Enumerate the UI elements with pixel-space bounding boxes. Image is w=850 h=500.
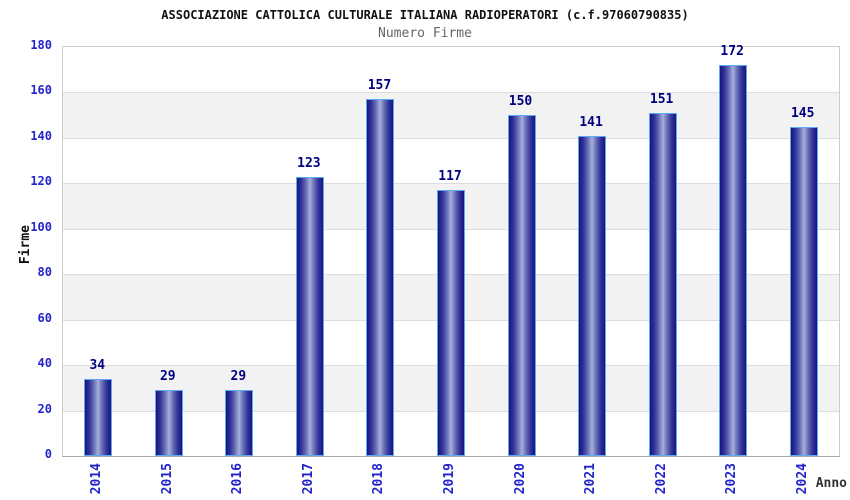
y-tick-label: 80 [37,265,52,280]
bar-value-label: 151 [649,91,674,107]
y-tick-label: 120 [30,174,52,189]
bar-2019 [437,190,465,456]
y-tick-label: 60 [37,310,52,325]
bar-value-label: 145 [790,105,815,121]
x-tick-label: 2018 [371,463,387,495]
y-tick-label: 0 [44,447,52,461]
bar-2022 [648,112,677,456]
x-tick-label: 2014 [89,463,105,495]
x-tick-label: 2022 [653,463,669,495]
bar-2024 [789,126,818,456]
x-tick-label: 2017 [300,463,316,495]
bar-2021 [578,135,607,456]
bar-2015 [154,390,183,456]
chart-title: ASSOCIAZIONE CATTOLICA CULTURALE ITALIAN… [161,8,689,22]
bar-value-label: 29 [159,369,176,385]
bar-value-label: 157 [367,78,392,94]
bar-2017 [295,176,324,456]
y-tick-label: 20 [37,401,52,416]
x-tick-label: 2016 [230,463,246,495]
bar-2020 [507,115,536,456]
bar-value-label: 29 [230,369,247,385]
y-tick-label: 140 [30,128,52,143]
bar-value-label: 150 [508,94,533,110]
y-tick-label: 180 [30,38,52,52]
y-tick-label: 160 [30,83,52,98]
bar-2016 [225,390,254,456]
x-tick-label: 2019 [442,463,457,495]
x-tick-label: 2021 [583,463,599,495]
bar-2018 [366,99,395,456]
x-axis-title: Anno [815,476,847,491]
x-tick-label: 2020 [512,463,528,495]
plot-band [63,137,839,183]
bar-value-label: 123 [297,155,321,171]
x-tick-label: 2023 [724,463,740,495]
bar-value-label: 117 [438,169,462,185]
plot-area [62,46,840,457]
x-tick-label: 2015 [159,463,175,495]
bar-value-label: 141 [579,114,603,130]
bar-value-label: 34 [89,357,106,373]
bar-value-label: 172 [720,44,744,60]
y-tick-label: 100 [30,219,52,234]
chart-subtitle: Numero Firme [378,26,472,41]
y-tick-label: 40 [37,356,52,371]
bar-2023 [719,65,748,456]
plot-band [63,92,839,138]
bar-2014 [84,378,113,456]
x-tick-label: 2024 [794,463,810,495]
